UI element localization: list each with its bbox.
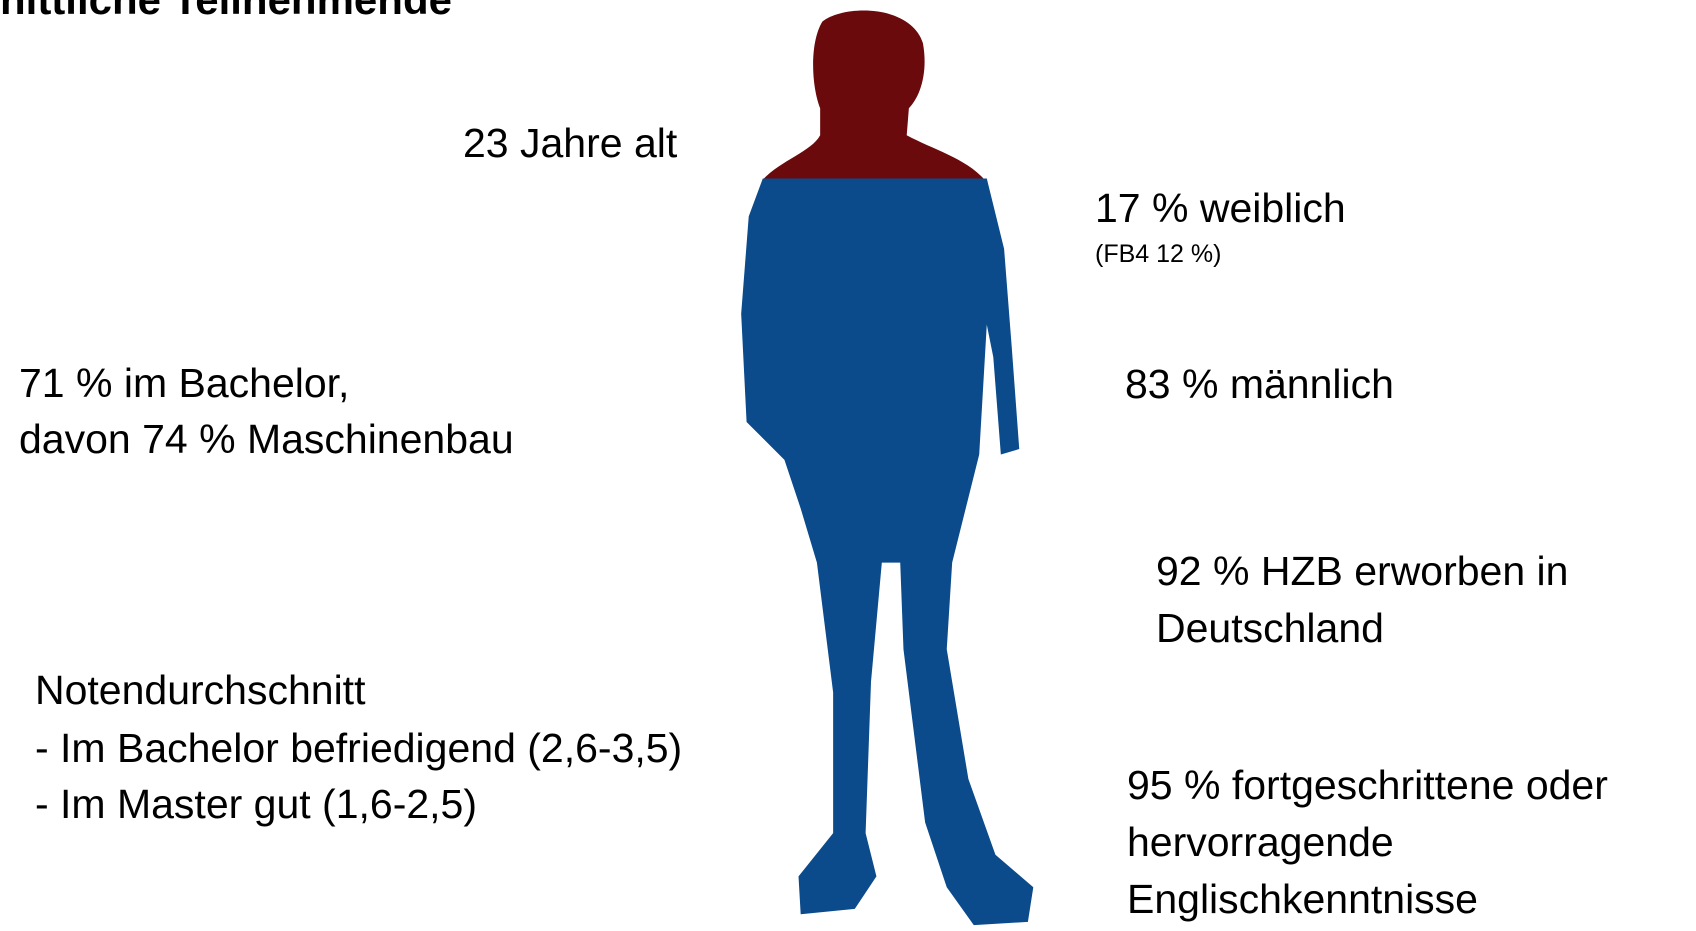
- head: [763, 11, 985, 180]
- female-note: (FB4 12 %): [1095, 240, 1221, 268]
- english-line: 95 % fortgeschrittene oder: [1127, 762, 1608, 808]
- hzb-line: 92 % HZB erworben in: [1156, 548, 1568, 594]
- english-line: Englischkenntnisse: [1127, 876, 1478, 922]
- male: 83 % männlich: [1125, 361, 1394, 407]
- grades-line: - Im Bachelor befriedigend (2,6-3,5): [35, 725, 682, 771]
- english-line: hervorragende: [1127, 819, 1394, 865]
- grades-line: Notendurchschnitt: [35, 667, 366, 713]
- silhouette: [741, 11, 1033, 926]
- page: nittliche Teilnehmende 23 Jahre alt 17 %…: [0, 0, 1696, 931]
- body: [741, 179, 1033, 926]
- bachelor-line: davon 74 % Maschinenbau: [19, 416, 514, 462]
- age: 23 Jahre alt: [463, 120, 678, 166]
- bachelor-line: 71 % im Bachelor,: [19, 360, 349, 406]
- female: 17 % weiblich: [1095, 185, 1346, 231]
- hzb-line: Deutschland: [1156, 605, 1384, 651]
- slide: nittliche Teilnehmende 23 Jahre alt 17 %…: [0, 0, 1696, 931]
- title: nittliche Teilnehmende: [0, 0, 452, 23]
- grades-line: - Im Master gut (1,6-2,5): [35, 781, 477, 827]
